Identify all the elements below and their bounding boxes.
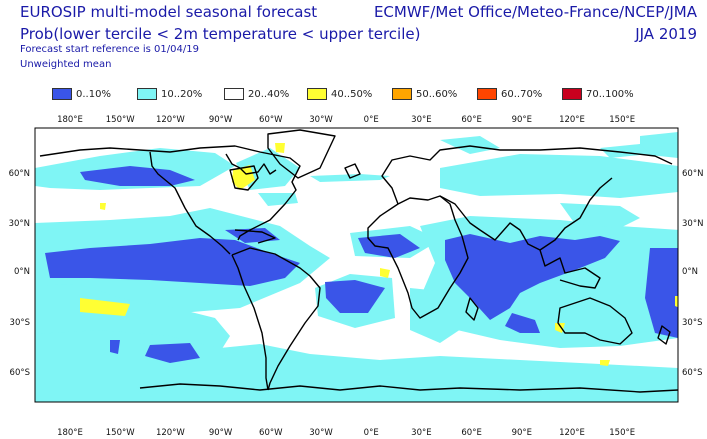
lon-tick-label: 120°E [559, 115, 585, 125]
legend-item: 50..60% [392, 88, 457, 100]
legend-item: 10..20% [137, 88, 202, 100]
shading-40-50 [80, 143, 678, 366]
lon-tick-label: 30°E [411, 428, 431, 438]
lon-tick-label: 60°W [259, 428, 283, 438]
lon-tick-label: 150°E [609, 428, 635, 438]
lon-tick-label: 150°E [609, 115, 635, 125]
probability-map: 180°E 150°W 120°W 90°W 60°W 30°W 0°E 30°E 60°E 90… [9, 115, 704, 438]
legend-swatch [52, 88, 72, 100]
legend-label: 0..10% [76, 88, 111, 100]
legend-label: 70..100% [586, 88, 634, 100]
forecast-reference: Forecast start reference is 01/04/19 [20, 44, 199, 55]
forecast-period: JJA 2019 [635, 25, 697, 43]
legend-item: 70..100% [562, 88, 634, 100]
lon-tick-label: 90°W [209, 115, 233, 125]
lon-tick-label: 90°W [209, 428, 233, 438]
legend-item: 40..50% [307, 88, 372, 100]
lat-ticks-right: 60°N 30°N 0°N 30°S 60°S [682, 169, 703, 378]
lat-tick-label: 30°S [682, 318, 702, 328]
legend-item: 60..70% [477, 88, 542, 100]
lat-tick-label: 0°N [14, 267, 30, 277]
legend-swatch [137, 88, 157, 100]
lat-tick-label: 30°N [9, 219, 30, 229]
lat-tick-label: 60°S [10, 368, 30, 378]
legend-swatch [477, 88, 497, 100]
lon-tick-label: 60°W [259, 115, 283, 125]
lat-tick-label: 60°S [682, 368, 702, 378]
lon-tick-label: 180°E [57, 428, 83, 438]
lon-tick-label: 60°E [461, 115, 481, 125]
lat-tick-label: 30°N [682, 219, 703, 229]
lat-tick-label: 30°S [10, 318, 30, 328]
legend-item: 0..10% [52, 88, 111, 100]
lon-tick-label: 0°E [364, 115, 379, 125]
legend-swatch [307, 88, 327, 100]
lon-tick-label: 30°E [411, 115, 431, 125]
legend-label: 10..20% [161, 88, 203, 100]
map-title: EUROSIP multi-model seasonal forecast [20, 3, 318, 21]
map-subtitle: Prob(lower tercile < 2m temperature < up… [20, 25, 421, 43]
probability-shading [35, 128, 678, 402]
map-frame [34, 127, 679, 403]
lat-tick-label: 60°N [9, 169, 30, 179]
lon-tick-label: 120°W [156, 115, 185, 125]
legend-label: 40..50% [331, 88, 373, 100]
lon-tick-label: 150°W [106, 115, 135, 125]
legend-swatch [562, 88, 582, 100]
lon-tick-label: 30°W [309, 115, 333, 125]
legend-label: 60..70% [501, 88, 543, 100]
lon-tick-label: 90°E [512, 428, 532, 438]
lon-ticks-top: 180°E 150°W 120°W 90°W 60°W 30°W 0°E 30°E 60°E 90… [57, 115, 635, 125]
lat-tick-label: 60°N [682, 169, 703, 179]
lat-ticks-left: 60°N 30°N 0°N 30°S 60°S [9, 169, 30, 378]
shading-0-10 [45, 166, 678, 363]
lat-tick-label: 0°N [682, 267, 698, 277]
coastlines [39, 129, 678, 393]
legend-swatch [392, 88, 412, 100]
lon-tick-label: 120°E [559, 428, 585, 438]
legend-swatch [224, 88, 244, 100]
lon-tick-label: 90°E [512, 115, 532, 125]
lon-ticks-bottom: 180°E 150°W 120°W 90°W 60°W 30°W 0°E 30°E 60°E 90… [57, 428, 635, 438]
model-sources: ECMWF/Met Office/Meteo-France/NCEP/JMA [373, 3, 697, 21]
lon-tick-label: 150°W [106, 428, 135, 438]
legend-label: 20..40% [248, 88, 290, 100]
lon-tick-label: 30°W [309, 428, 333, 438]
lon-tick-label: 120°W [156, 428, 185, 438]
lon-tick-label: 0°E [364, 428, 379, 438]
legend-item: 20..40% [224, 88, 289, 100]
weighting-note: Unweighted mean [20, 59, 112, 70]
legend-label: 50..60% [416, 88, 458, 100]
lon-tick-label: 180°E [57, 115, 83, 125]
lon-tick-label: 60°E [461, 428, 481, 438]
